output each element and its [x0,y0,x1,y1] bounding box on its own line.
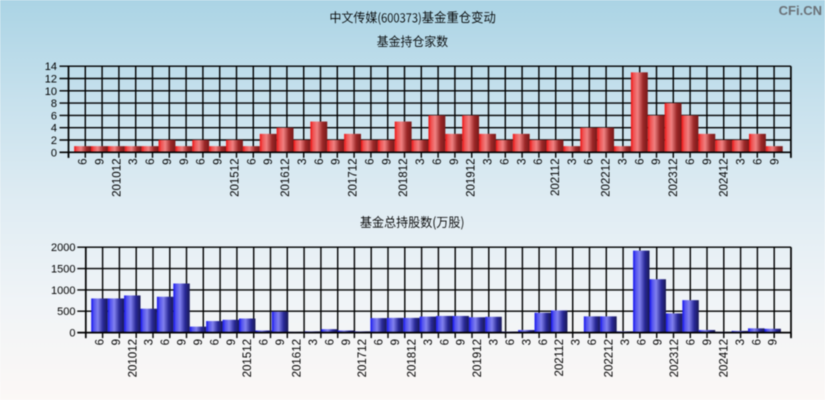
svg-text:6: 6 [314,159,326,165]
svg-text:CFi.CN: CFi.CN [779,3,822,18]
svg-text:9: 9 [768,339,780,345]
svg-text:9: 9 [702,159,714,165]
svg-text:9: 9 [263,159,275,165]
svg-text:3: 3 [521,339,533,345]
svg-text:201612: 201612 [280,159,292,197]
svg-text:500: 500 [57,306,75,318]
svg-text:6: 6 [751,339,763,345]
svg-text:6: 6 [587,339,599,345]
svg-text:9: 9 [162,159,174,165]
svg-text:201812: 201812 [406,339,418,377]
svg-text:201012: 201012 [111,159,123,197]
svg-text:202212: 202212 [601,159,613,197]
svg-text:0: 0 [51,147,57,159]
svg-text:9: 9 [95,159,107,165]
svg-text:14: 14 [45,61,57,73]
svg-text:6: 6 [439,339,451,345]
svg-text:6: 6 [209,339,221,345]
svg-text:9: 9 [381,159,393,165]
svg-text:201812: 201812 [398,159,410,197]
svg-text:9: 9 [769,159,781,165]
svg-text:6: 6 [145,159,157,165]
svg-text:201912: 201912 [466,159,478,197]
svg-text:202312: 202312 [668,159,680,197]
svg-text:201012: 201012 [127,339,139,377]
svg-text:3: 3 [128,159,140,165]
svg-text:6: 6 [499,159,511,165]
svg-text:9: 9 [275,339,287,345]
svg-text:3: 3 [297,159,309,165]
svg-text:3: 3 [308,339,320,345]
svg-text:9: 9 [449,159,461,165]
svg-text:1000: 1000 [51,285,75,297]
svg-text:3: 3 [567,159,579,165]
svg-text:9: 9 [341,339,353,345]
svg-text:6: 6 [78,159,90,165]
svg-text:6: 6 [538,339,550,345]
svg-text:9: 9 [111,339,123,345]
svg-text:6: 6 [686,339,698,345]
svg-text:6: 6 [685,159,697,165]
svg-text:9: 9 [177,339,189,345]
svg-text:3: 3 [483,159,495,165]
svg-text:2000: 2000 [51,242,75,254]
svg-text:9: 9 [702,339,714,345]
svg-text:2: 2 [51,135,57,147]
svg-text:6: 6 [196,159,208,165]
svg-text:201712: 201712 [348,159,360,197]
svg-text:9: 9 [651,159,663,165]
svg-text:202412: 202412 [719,159,731,197]
svg-text:4: 4 [51,123,57,135]
svg-text:6: 6 [432,159,444,165]
svg-text:9: 9 [193,339,205,345]
svg-text:3: 3 [489,339,501,345]
svg-text:6: 6 [584,159,596,165]
svg-text:202112: 202112 [554,339,566,377]
svg-text:3: 3 [736,159,748,165]
svg-text:3: 3 [620,339,632,345]
svg-text:201512: 201512 [242,339,254,377]
svg-text:6: 6 [505,339,517,345]
svg-text:3: 3 [571,339,583,345]
svg-text:6: 6 [533,159,545,165]
svg-text:201612: 201612 [292,339,304,377]
svg-text:9: 9 [179,159,191,165]
svg-text:3: 3 [618,159,630,165]
svg-text:8: 8 [51,98,57,110]
svg-text:202112: 202112 [550,159,562,197]
svg-text:201912: 201912 [472,339,484,377]
svg-text:10: 10 [45,86,57,98]
svg-text:6: 6 [51,110,57,122]
svg-text:6: 6 [634,159,646,165]
svg-text:6: 6 [95,339,107,345]
svg-text:6: 6 [246,159,258,165]
svg-text:6: 6 [324,339,336,345]
svg-text:6: 6 [364,159,376,165]
svg-text:6: 6 [160,339,172,345]
svg-text:0: 0 [69,328,75,340]
svg-text:9: 9 [331,159,343,165]
svg-text:6: 6 [636,339,648,345]
svg-text:12: 12 [45,74,57,86]
svg-text:202312: 202312 [669,339,681,377]
svg-text:3: 3 [144,339,156,345]
svg-text:9: 9 [213,159,225,165]
svg-text:9: 9 [226,339,238,345]
svg-text:3: 3 [423,339,435,345]
svg-text:202212: 202212 [604,339,616,377]
svg-text:3: 3 [516,159,528,165]
svg-text:3: 3 [735,339,747,345]
svg-text:201512: 201512 [230,159,242,197]
svg-text:6: 6 [259,339,271,345]
svg-text:9: 9 [456,339,468,345]
svg-text:3: 3 [415,159,427,165]
svg-text:6: 6 [374,339,386,345]
svg-text:9: 9 [653,339,665,345]
svg-text:6: 6 [752,159,764,165]
svg-text:202412: 202412 [718,339,730,377]
svg-text:201712: 201712 [357,339,369,377]
svg-text:1500: 1500 [51,264,75,276]
svg-text:9: 9 [390,339,402,345]
